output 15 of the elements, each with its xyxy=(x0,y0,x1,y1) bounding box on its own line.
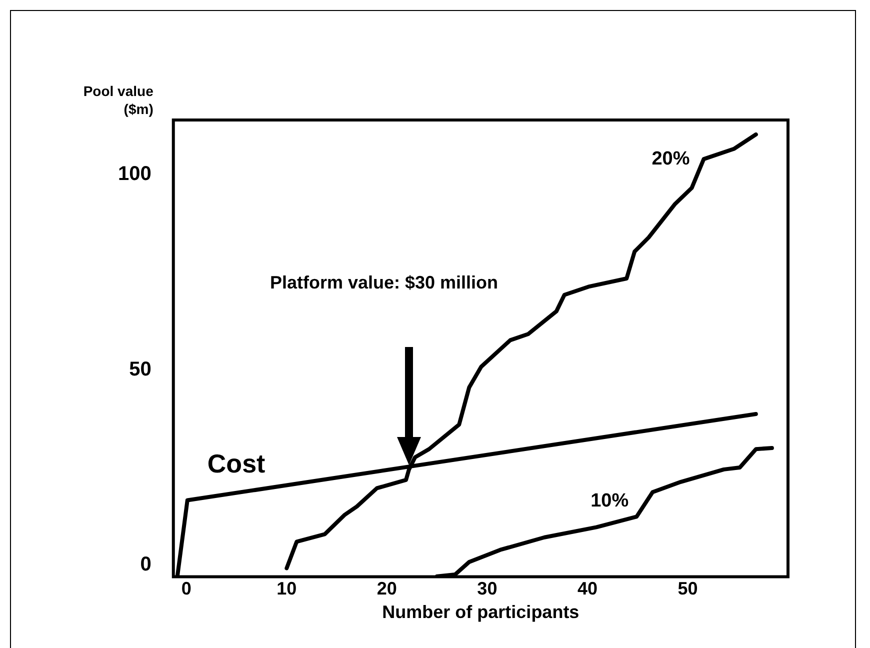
x-tick-label: 20 xyxy=(376,578,397,599)
y-tick-label: 0 xyxy=(140,554,152,576)
y-tick-label: 50 xyxy=(129,358,152,380)
x-tick-label: 30 xyxy=(477,578,498,599)
y-tick-label: 100 xyxy=(118,163,152,186)
y-axis-title: Pool value ($m) xyxy=(83,82,154,117)
x-tick-label: 0 xyxy=(181,578,192,599)
annotation: Platform value: $30 million xyxy=(270,272,498,292)
x-tick-label: 10 xyxy=(276,578,297,599)
series-label: 10% xyxy=(590,490,629,512)
x-axis-title: Number of participants xyxy=(382,602,580,622)
x-tick-label: 50 xyxy=(678,578,698,599)
series-label: Cost xyxy=(207,448,266,478)
series-label: 20% xyxy=(652,148,690,170)
x-tick-label: 40 xyxy=(577,578,598,599)
